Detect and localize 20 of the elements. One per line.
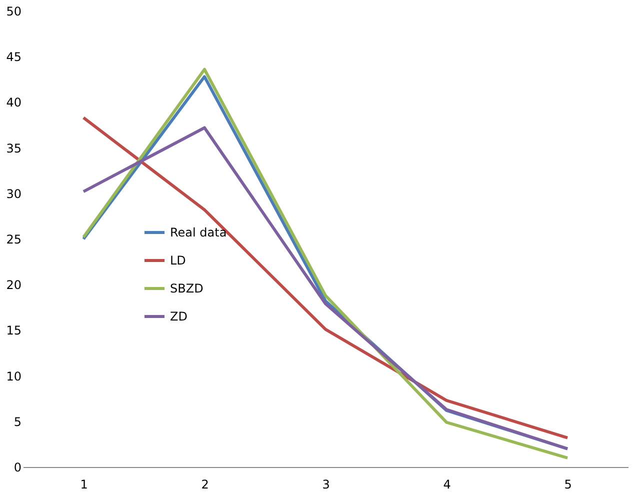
legend-label: Real data bbox=[170, 226, 227, 240]
x-tick-label: 5 bbox=[564, 478, 572, 492]
x-tick-label: 1 bbox=[80, 478, 88, 492]
x-tick-label: 2 bbox=[201, 478, 209, 492]
legend-label: SBZD bbox=[170, 282, 204, 296]
y-tick-label: 45 bbox=[6, 50, 22, 64]
y-tick-label: 50 bbox=[6, 4, 22, 18]
y-tick-label: 10 bbox=[6, 369, 22, 384]
legend-label: LD bbox=[170, 254, 186, 268]
y-tick-label: 40 bbox=[6, 96, 22, 110]
y-tick-label: 30 bbox=[6, 186, 22, 201]
y-tick-label: 20 bbox=[6, 278, 22, 292]
x-tick-label: 4 bbox=[443, 478, 451, 492]
y-tick-label: 35 bbox=[6, 141, 22, 156]
y-tick-label: 25 bbox=[6, 232, 22, 246]
y-tick-label: 15 bbox=[6, 324, 22, 338]
legend-label: ZD bbox=[170, 310, 188, 324]
x-tick-label: 3 bbox=[322, 478, 330, 492]
y-tick-label: 5 bbox=[14, 414, 22, 429]
y-tick-label: 0 bbox=[14, 460, 22, 474]
